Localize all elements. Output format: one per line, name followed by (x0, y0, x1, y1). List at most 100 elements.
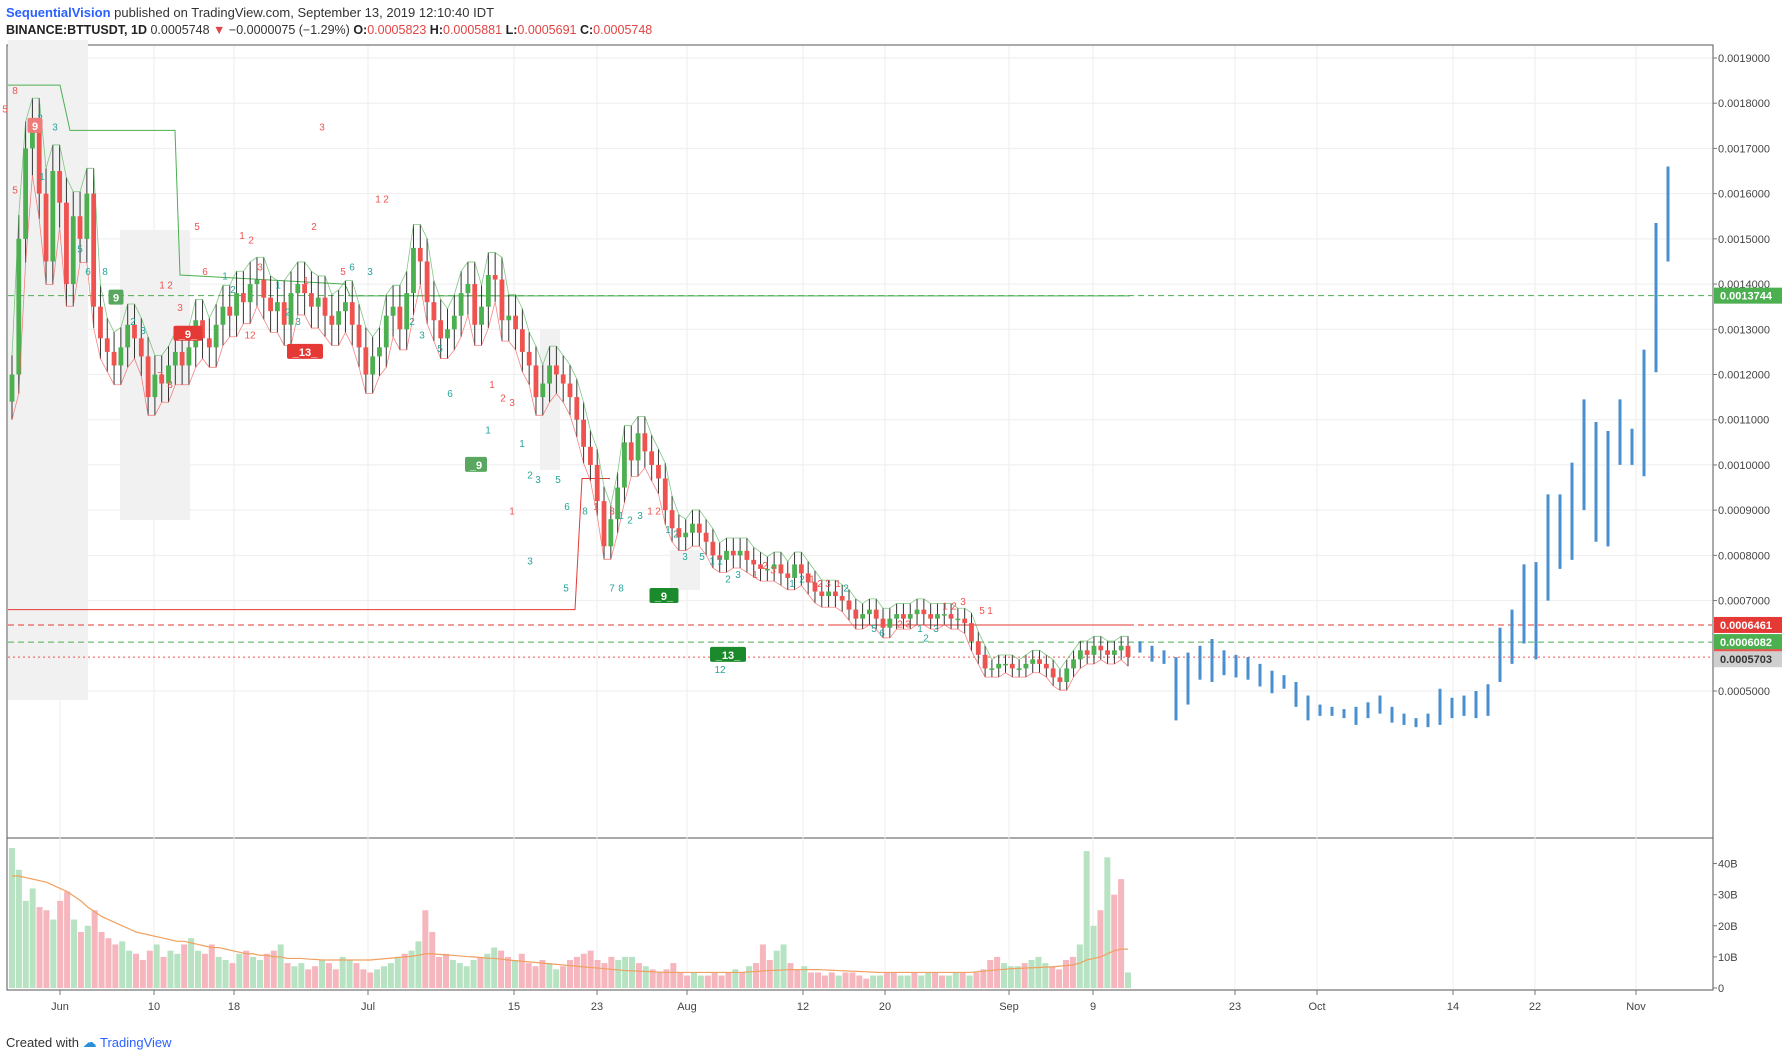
candle-bear (676, 528, 682, 538)
candle-bull (608, 519, 614, 547)
count-number: 12 (714, 665, 726, 676)
count-badge-label: 9 (32, 121, 38, 133)
count-number: 2 (383, 195, 389, 206)
candle-bull (247, 284, 253, 303)
volume-bar (918, 975, 925, 988)
candle-bull (23, 148, 29, 239)
candle-bear (1057, 677, 1063, 682)
candle-bear (159, 374, 165, 384)
candle-bear (138, 338, 144, 357)
count-number: 6 (85, 267, 91, 278)
volume-bar (973, 972, 980, 988)
volume-bar (84, 925, 91, 988)
tradingview-link[interactable]: TradingView (100, 1035, 172, 1050)
count-number: 3 (933, 624, 939, 635)
volume-bar (560, 966, 567, 988)
price-axis[interactable]: 0.0019000 0.0018000 0.0017000 0.0016000 0.00… (1713, 53, 1770, 698)
count-number: 2 (409, 317, 415, 328)
volume-bar (263, 953, 270, 988)
candle-bear (649, 451, 655, 465)
candle-bear (594, 464, 600, 502)
price-label-box (1714, 634, 1782, 651)
volume-bar (153, 944, 160, 988)
high-value: 0.0005881 (443, 23, 503, 37)
volume-bar (1042, 963, 1049, 988)
volume-bar (601, 963, 608, 988)
time-tick-label: Nov (1626, 1001, 1646, 1013)
price-label: 0.0005703 (1720, 654, 1772, 666)
candle-bull (370, 356, 376, 375)
candle-bear (669, 510, 675, 529)
count-number: 2 (817, 579, 823, 590)
volume-bar (532, 966, 539, 988)
candle-bear (526, 351, 532, 366)
price-tick-label: 0.0005000 (1718, 686, 1770, 698)
price-tick-label: 0.0010000 (1718, 460, 1770, 472)
candle-bear (91, 193, 97, 307)
time-tick-label: Sep (999, 1001, 1019, 1013)
count-number: 1 (593, 502, 599, 513)
volume-axis: 40B 30B 20B 10B 0 (1713, 859, 1738, 995)
volume-bar (284, 963, 291, 988)
horizontal-levels (8, 295, 1712, 658)
count-number: 5 (2, 104, 8, 115)
count-number: 3 (960, 597, 966, 608)
time-tick-label: 14 (1447, 1001, 1459, 1013)
candle-bear (309, 293, 314, 307)
candle-bull (288, 293, 294, 325)
volume-bar (222, 960, 229, 988)
count-number: 8 (167, 380, 173, 391)
volume-bar (773, 950, 780, 988)
candle-bear (656, 464, 661, 479)
count-number: 3 (52, 122, 58, 133)
candle-bear (64, 202, 69, 285)
candle-bull (1023, 663, 1029, 669)
volume-bar (291, 966, 298, 988)
candle-bear (744, 550, 750, 560)
candle-bear (200, 320, 205, 339)
time-tick-label: 23 (1229, 1001, 1241, 1013)
count-number: 12 (244, 330, 256, 341)
volume-bar (766, 960, 773, 988)
candle-bear (363, 347, 369, 375)
tdst-resistance (8, 84, 1130, 297)
volume-bar (353, 963, 360, 988)
volume-bar (422, 910, 429, 988)
candle-bear (928, 614, 934, 619)
count-number: 2 (601, 502, 607, 513)
volume-bar (525, 963, 532, 988)
candle-bear (628, 442, 634, 461)
candle-bear (751, 559, 757, 565)
count-number: 2 (500, 394, 506, 405)
candle-bear (145, 356, 151, 398)
price-chart[interactable]: 8523515682378125631212312123321563122356… (0, 0, 1788, 1030)
candle-bear (397, 306, 403, 330)
volume-bar (105, 938, 112, 988)
volume-bar (1111, 894, 1118, 988)
volume-bar (539, 960, 546, 988)
volume-bar (856, 975, 863, 988)
volume-bar (904, 975, 911, 988)
candle-bull (622, 442, 627, 488)
candle-bull (867, 609, 872, 615)
candle-bull (118, 347, 124, 366)
count-number: 6 (349, 263, 355, 274)
price-labels: 0.00137440.00064610.00060820.00057480.00… (1714, 287, 1782, 668)
volume-bar (1069, 956, 1076, 988)
count-number: 2 (527, 470, 533, 481)
time-axis[interactable]: Jun 10 18 Jul 15 23 Aug 12 20 Sep 9 23 Oct 14 22 Nov (51, 990, 1646, 1013)
author-link[interactable]: SequentialVision (6, 5, 111, 20)
candle-bear (758, 564, 763, 569)
candle-bull (315, 297, 321, 307)
count-number: 2 (167, 281, 173, 292)
volume-bar (794, 969, 801, 988)
time-tick-label: 15 (508, 1001, 520, 1013)
count-number: 1 (489, 380, 495, 391)
volume-bar (580, 953, 587, 988)
open-label: O: (353, 23, 368, 37)
volume-bar (257, 960, 263, 988)
volume-bar (994, 956, 1001, 988)
volume-bar (897, 975, 904, 988)
candle-bull (377, 347, 382, 357)
candle-bull (152, 374, 158, 398)
